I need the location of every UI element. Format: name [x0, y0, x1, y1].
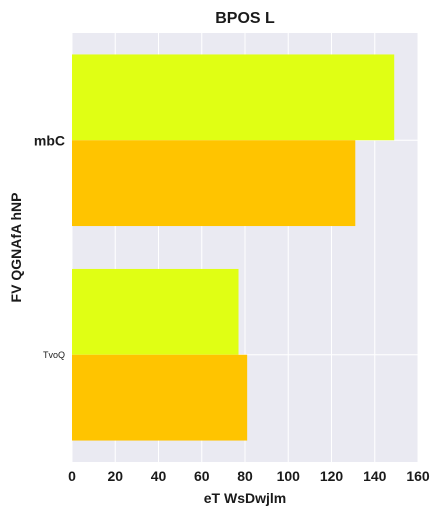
y-tick-label: TvoQ — [43, 350, 65, 360]
x-tick-label: 160 — [406, 468, 430, 484]
x-tick-label: 140 — [363, 468, 387, 484]
x-tick-label: 100 — [277, 468, 301, 484]
x-tick-label: 0 — [68, 468, 76, 484]
x-tick-label: 80 — [237, 468, 253, 484]
bar — [72, 140, 356, 227]
x-tick-label: 60 — [194, 468, 210, 484]
bar — [72, 268, 239, 355]
x-tick-label: 20 — [107, 468, 123, 484]
y-tick-label: mbC — [34, 132, 65, 148]
x-axis-label: eT WsDwjlm — [204, 490, 286, 506]
x-tick-label: 120 — [320, 468, 344, 484]
bar — [72, 354, 248, 441]
x-ticks: 0 20 40 60 80 100 120 140 160 — [68, 468, 430, 484]
y-ticks: mbC TvoQ — [34, 132, 65, 360]
x-tick-label: 40 — [151, 468, 167, 484]
chart-title: BPOS L — [215, 10, 275, 27]
bar — [72, 54, 395, 141]
bars — [72, 54, 395, 441]
y-axis-label: FV QGNAfA hNP — [8, 193, 24, 303]
